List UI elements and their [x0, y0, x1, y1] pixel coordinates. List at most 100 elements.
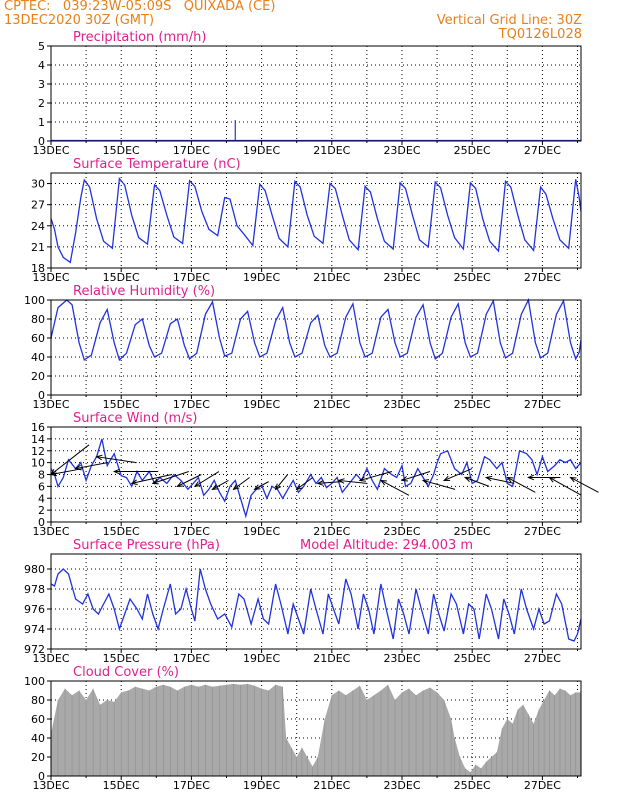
y-tick-label: 980 — [24, 563, 45, 576]
wind-arrowhead — [74, 464, 82, 471]
wind-arrow — [443, 468, 473, 481]
x-tick-label: 17DEC — [173, 779, 210, 792]
y-tick-label: 40 — [31, 732, 45, 745]
x-tick-label: 19DEC — [243, 271, 280, 284]
y-tick-label: 20 — [31, 370, 45, 383]
x-tick-label: 21DEC — [313, 525, 350, 538]
y-tick-label: 80 — [31, 694, 45, 707]
panel-5: 0 20 40 60 80 100 13DEC 15DEC 17DEC 19DEC 21DEC 23D… — [24, 665, 582, 792]
wind-arrowhead — [295, 483, 303, 491]
y-tick-label: 0 — [38, 135, 45, 148]
y-tick-label: 8 — [38, 469, 45, 482]
wind-arrow — [401, 471, 431, 481]
wind-arrow — [75, 462, 108, 470]
y-tick-label: 3 — [38, 78, 45, 91]
wind-arrow — [50, 468, 84, 475]
wind-arrow — [549, 477, 582, 496]
y-tick-label: 20 — [31, 751, 45, 764]
y-tick-label: 4 — [38, 59, 45, 72]
y-tick-label: 12 — [31, 445, 45, 458]
wind-arrow — [152, 471, 189, 484]
wind-arrow — [233, 477, 250, 490]
panel-1: 18 21 24 27 30 13DEC 15DEC 17DEC 19DEC 21DEC 23DEC… — [31, 157, 582, 284]
wind-arrowhead — [421, 479, 430, 485]
wind-arrow — [254, 481, 269, 490]
x-tick-label: 23DEC — [383, 144, 420, 157]
header-location: CPTEC: 039:23W-05:09S QUIXADA (CE) — [4, 0, 276, 14]
x-tick-label: 25DEC — [454, 652, 491, 665]
wind-arrowhead — [463, 476, 472, 482]
series-line — [50, 297, 582, 362]
x-tick-label: 23DEC — [383, 271, 420, 284]
panel-title: Surface Temperature (nC) — [73, 157, 241, 172]
y-tick-label: 14 — [31, 433, 45, 446]
wind-arrowhead — [527, 474, 535, 481]
y-tick-label: 40 — [31, 351, 45, 364]
x-tick-label: 13DEC — [32, 144, 69, 157]
wind-arrow — [275, 474, 289, 490]
plot-frame — [50, 172, 582, 269]
wind-arrowhead — [112, 468, 120, 475]
y-tick-label: 2 — [38, 504, 45, 517]
x-tick-label: 25DEC — [454, 144, 491, 157]
wind-arrow — [507, 477, 536, 493]
panel-title: Precipitation (mm/h) — [73, 30, 206, 45]
y-tick-label: 0 — [38, 770, 45, 783]
header-model-code: TQ0126L028 — [498, 27, 582, 42]
x-tick-label: 23DEC — [383, 398, 420, 411]
panel-title: Surface Pressure (hPa) — [73, 538, 220, 553]
y-tick-label: 974 — [24, 623, 45, 636]
y-tick-label: 27 — [31, 199, 45, 212]
x-tick-label: 23DEC — [383, 525, 420, 538]
y-tick-label: 100 — [24, 294, 45, 307]
x-tick-label: 19DEC — [243, 652, 280, 665]
x-tick-label: 13DEC — [32, 652, 69, 665]
x-tick-label: 15DEC — [103, 525, 140, 538]
panel-4: 972 974 976 978 980 13DEC 15DEC 17DEC 19DEC 21DEC… — [24, 538, 582, 665]
x-tick-label: 19DEC — [243, 398, 280, 411]
wind-arrowhead — [130, 479, 138, 485]
y-tick-label: 2 — [38, 97, 45, 110]
x-tick-label: 13DEC — [32, 271, 69, 284]
x-tick-label: 21DEC — [313, 398, 350, 411]
x-tick-label: 21DEC — [313, 779, 350, 792]
x-tick-label: 27DEC — [524, 144, 561, 157]
wind-arrowhead — [400, 476, 409, 482]
y-tick-label: 18 — [31, 262, 45, 275]
cloud-cover-area — [51, 683, 581, 776]
wind-arrowhead — [379, 479, 387, 486]
y-tick-label: 100 — [24, 675, 45, 688]
panel-2: 0 20 40 60 80 100 13DEC 15DEC 17DEC 19DEC 21DEC 23D… — [24, 284, 582, 411]
y-tick-label: 80 — [31, 313, 45, 326]
wind-arrowhead — [442, 475, 451, 481]
x-tick-label: 13DEC — [32, 779, 69, 792]
x-tick-label: 21DEC — [313, 652, 350, 665]
wind-arrow — [177, 474, 202, 487]
y-tick-label: 6 — [38, 480, 45, 493]
y-tick-label: 5 — [38, 40, 45, 53]
wind-arrowhead — [232, 483, 240, 491]
panel-title: Cloud Cover (%) — [73, 665, 179, 680]
wind-arrowhead — [337, 478, 345, 484]
wind-arrow — [380, 479, 410, 496]
x-tick-label: 23DEC — [383, 779, 420, 792]
series-line — [50, 176, 582, 264]
wind-arrow — [296, 477, 313, 490]
wind-arrow — [570, 477, 599, 493]
wind-arrowhead — [151, 479, 159, 485]
y-tick-label: 21 — [31, 241, 45, 254]
wind-arrow — [422, 479, 456, 490]
x-tick-label: 25DEC — [454, 525, 491, 538]
wind-arrowhead — [211, 484, 219, 490]
wind-arrow — [96, 456, 137, 464]
header-grid-line: Vertical Grid Line: 30Z — [436, 13, 582, 28]
y-tick-label: 978 — [24, 583, 45, 596]
series-line — [50, 568, 582, 642]
x-tick-label: 19DEC — [243, 144, 280, 157]
y-tick-label: 976 — [24, 603, 45, 616]
x-tick-label: 27DEC — [524, 779, 561, 792]
wind-arrow — [212, 480, 229, 490]
wind-arrowhead — [253, 484, 261, 490]
wind-arrowhead — [176, 481, 184, 487]
wind-arrow — [194, 471, 220, 487]
